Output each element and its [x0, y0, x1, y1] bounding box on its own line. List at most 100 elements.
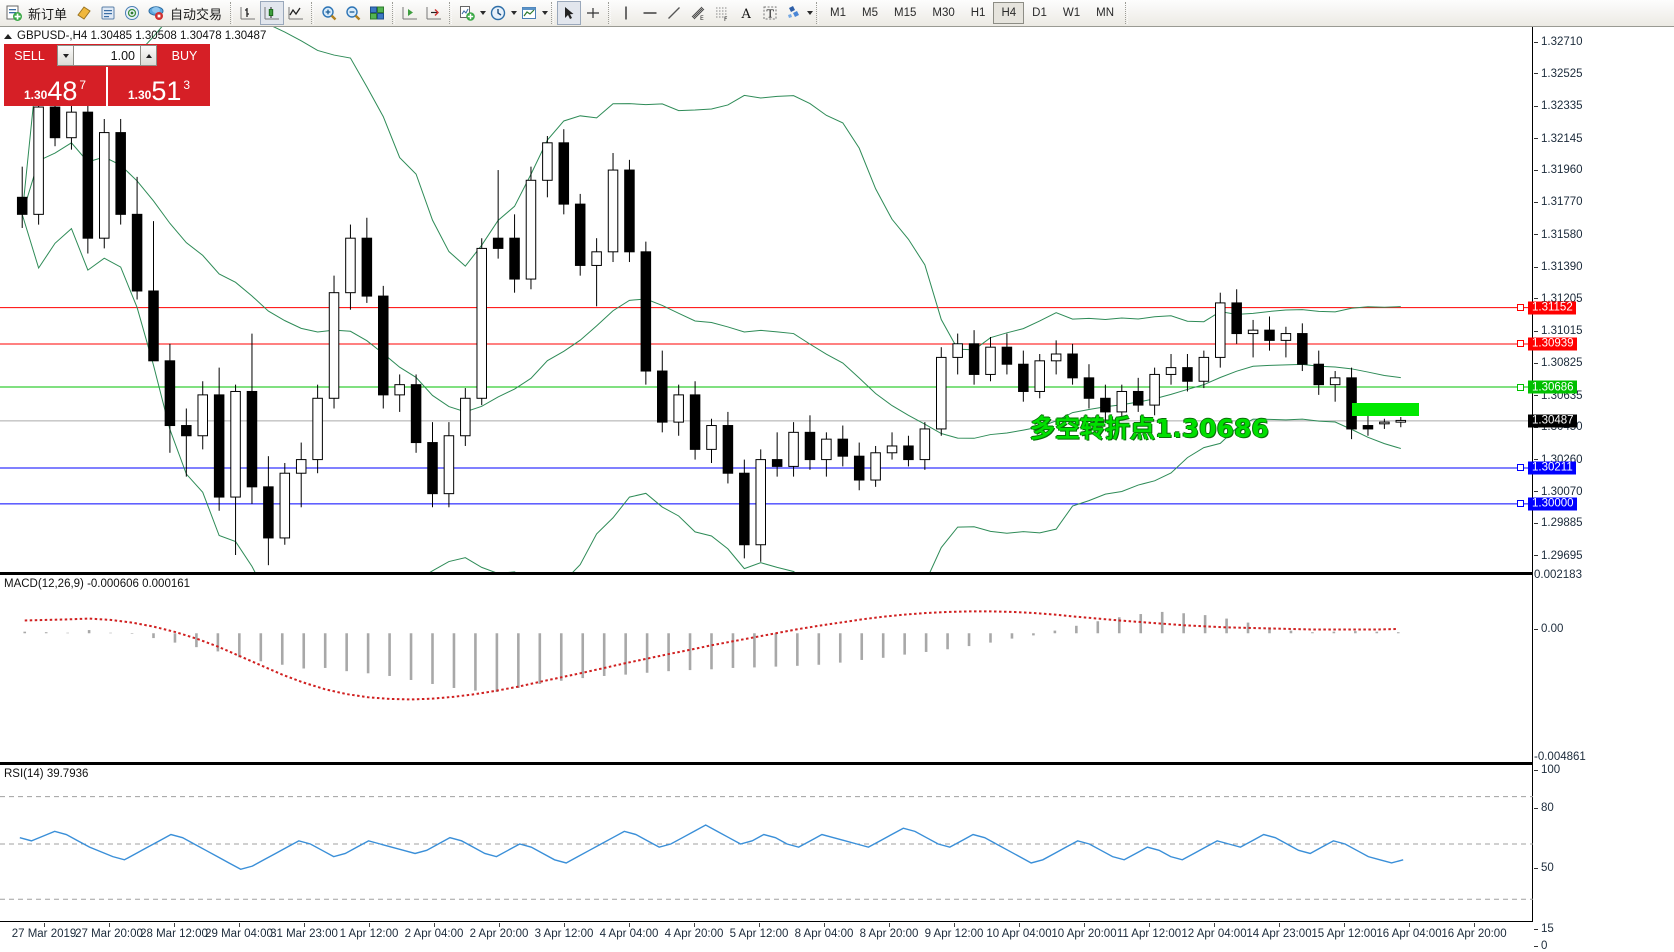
candle	[755, 449, 766, 562]
buy-button[interactable]: BUY	[159, 44, 210, 67]
candle	[607, 153, 619, 263]
macd-pane[interactable]	[0, 574, 1533, 762]
collapse-triangle-icon[interactable]	[4, 33, 12, 39]
price-tag-support[interactable]: 1.30000	[1517, 497, 1577, 511]
zoom-out-button[interactable]	[341, 1, 365, 25]
text-button[interactable]: A	[734, 1, 758, 25]
bar-chart-button[interactable]	[236, 1, 260, 25]
line-chart-button[interactable]	[284, 1, 308, 25]
auto-trading-button[interactable]: 自动交易	[144, 1, 227, 25]
auto-scroll-button[interactable]	[422, 1, 446, 25]
toolbar-separator	[311, 2, 315, 24]
price-tag-resistance[interactable]: 1.31152	[1517, 301, 1576, 315]
time-label: 28 Mar 12:00	[140, 928, 208, 940]
shapes-button[interactable]	[782, 1, 806, 25]
templates-button[interactable]	[517, 1, 541, 25]
zoom-in-button[interactable]	[317, 1, 341, 25]
rsi-line	[19, 824, 1404, 871]
price-axis[interactable]: 1.32710 1.32525 1.32335 1.32145 1.31960 1.317…	[1517, 27, 1674, 952]
price-tag-support[interactable]: 1.30211	[1517, 461, 1576, 475]
candle	[230, 384, 241, 555]
periods-button[interactable]	[486, 1, 510, 25]
toolbar-separator	[1125, 2, 1128, 24]
rsi-label: RSI(14) 39.7936	[4, 768, 89, 780]
candle	[1362, 415, 1374, 436]
price-tag-current-price[interactable]: 1.30487	[1528, 414, 1577, 428]
candle	[115, 118, 126, 225]
tile-windows-button[interactable]	[365, 1, 389, 25]
timeframe-d1[interactable]: D1	[1032, 7, 1047, 19]
timeframe-mn[interactable]: MN	[1096, 7, 1114, 19]
level-handle[interactable]	[1517, 340, 1524, 348]
candle	[1083, 364, 1095, 409]
indicators-button[interactable]	[455, 1, 479, 25]
candle	[279, 463, 291, 545]
candle	[689, 381, 701, 460]
sell-price-button[interactable]: 1.30 48 7	[4, 67, 106, 106]
vertical-line-button[interactable]	[614, 1, 638, 25]
candle	[722, 411, 734, 484]
time-tick	[694, 923, 695, 927]
candle	[624, 159, 635, 263]
rsi-pane[interactable]	[0, 764, 1533, 922]
price-tag-resistance[interactable]: 1.30939	[1517, 337, 1577, 351]
chart-properties-button[interactable]	[72, 1, 96, 25]
line-chart-icon	[288, 7, 304, 20]
templates-dropdown-caret[interactable]	[542, 11, 549, 15]
indicators-dropdown-caret[interactable]	[480, 11, 487, 15]
level-handle[interactable]	[1517, 383, 1524, 391]
candle	[148, 221, 159, 362]
candlestick-chart-button[interactable]	[260, 1, 285, 25]
time-label: 10 Apr 04:00	[986, 928, 1052, 940]
data-window-button[interactable]	[96, 1, 120, 25]
trendline-button[interactable]	[662, 1, 686, 25]
price-tag-pivot[interactable]: 1.30686	[1517, 380, 1577, 394]
one-click-trading-panel[interactable]: SELL 1.00 BUY 1.30 48 7 1.30 51 3	[4, 44, 210, 106]
volume-stepper[interactable]: 1.00	[55, 44, 159, 67]
timeframe-m5[interactable]: M5	[862, 7, 878, 19]
time-label: 1 Apr 12:00	[339, 928, 399, 940]
candle	[591, 238, 602, 307]
level-handle[interactable]	[1517, 500, 1524, 508]
navigator-button[interactable]	[120, 1, 144, 25]
crosshair-button[interactable]	[581, 1, 605, 25]
candle	[657, 350, 668, 433]
shapes-dropdown-caret[interactable]	[807, 11, 814, 15]
periods-dropdown-caret[interactable]	[511, 11, 518, 15]
buy-price-button[interactable]: 1.30 51 3	[108, 67, 210, 106]
shift-end-button[interactable]	[398, 1, 422, 25]
level-handle[interactable]	[1517, 464, 1524, 472]
timeframe-m30[interactable]: M30	[932, 7, 955, 19]
chart-properties-icon	[77, 6, 91, 20]
price-pane[interactable]	[0, 27, 1533, 572]
volume-input[interactable]: 1.00	[74, 45, 140, 66]
candle	[771, 432, 783, 477]
time-axis[interactable]: 27 Mar 2019 27 Mar 20:00 28 Mar 12:00 29 Ma…	[0, 923, 1533, 948]
sell-button[interactable]: SELL	[4, 44, 55, 67]
candle	[1297, 323, 1308, 372]
chart-window[interactable]: GBPUSD-,H4 1.30485 1.30508 1.30478 1.304…	[0, 27, 1674, 952]
timeframe-h4[interactable]: H4	[993, 2, 1025, 24]
symbol-header: GBPUSD-,H4 1.30485 1.30508 1.30478 1.304…	[4, 30, 266, 42]
time-tick	[1084, 923, 1085, 927]
timeframe-m1[interactable]: M1	[830, 7, 847, 19]
new-order-button[interactable]: 新订单	[2, 1, 72, 25]
timeframe-m15[interactable]: M15	[894, 7, 917, 19]
equidistant-channel-button[interactable]: E	[686, 1, 710, 25]
svg-text:E: E	[700, 15, 704, 22]
candle	[1313, 350, 1324, 395]
volume-increase-button[interactable]	[140, 45, 157, 66]
text-label-button[interactable]: T	[758, 1, 782, 25]
fibonacci-button[interactable]: F	[710, 1, 734, 25]
data-window-icon	[101, 6, 115, 20]
time-label: 15 Apr 12:00	[1311, 928, 1377, 940]
timeframe-w1[interactable]: W1	[1062, 7, 1081, 19]
level-handle[interactable]	[1517, 304, 1524, 312]
timeframe-h1[interactable]: H1	[970, 7, 986, 19]
pivot-highlight-box	[1352, 403, 1419, 416]
auto-scroll-icon	[426, 7, 442, 20]
price-tick: 1.29885	[1534, 517, 1583, 529]
horizontal-line-button[interactable]	[638, 1, 662, 25]
cursor-button[interactable]	[557, 1, 582, 25]
volume-decrease-button[interactable]	[57, 45, 74, 66]
